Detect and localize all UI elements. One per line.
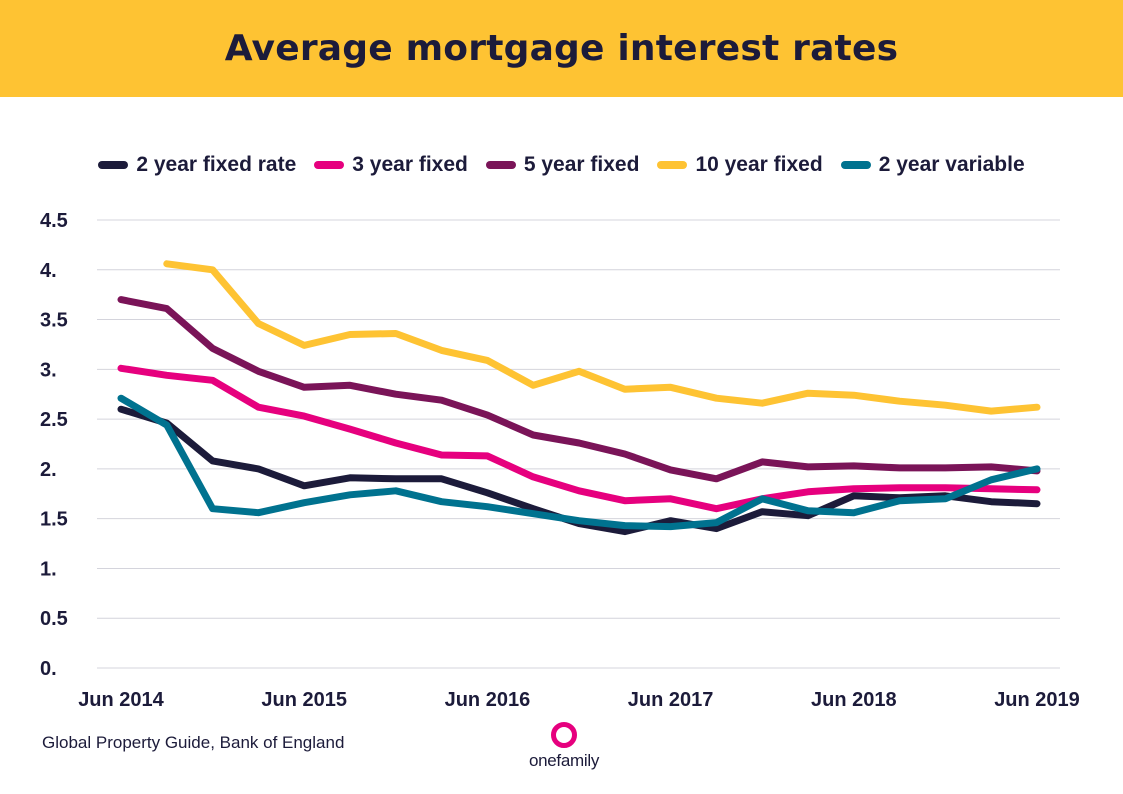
legend-label: 3 year fixed	[352, 153, 468, 176]
legend-item: 10 year fixed	[657, 153, 823, 177]
series-line	[117, 364, 1041, 513]
legend-label: 2 year variable	[878, 153, 1025, 176]
legend-swatch	[314, 161, 345, 169]
y-tick-label: 0.	[40, 658, 57, 680]
legend-swatch	[657, 161, 688, 169]
legend-item: 2 year fixed rate	[98, 153, 296, 177]
onefamily-logo: onefamily	[522, 720, 606, 776]
x-tick-label: Jun 2019	[994, 689, 1080, 711]
x-tick-label: Jun 2016	[445, 689, 531, 711]
y-tick-label: 4.	[40, 260, 57, 282]
y-tick-label: 3.5	[40, 310, 68, 332]
y-tick-label: 2.	[40, 459, 57, 481]
chart-title: Average mortgage interest rates	[224, 28, 899, 69]
y-tick-label: 2.5	[40, 409, 68, 431]
x-tick-label: Jun 2017	[628, 689, 714, 711]
line-chart: 0. 0.5 1. 1.5 2. 2.5 3. 3.5 4. 4.5 Jun 2014 Jun 201…	[40, 210, 1080, 711]
y-tick-label: 1.5	[40, 509, 68, 531]
x-tick-label: Jun 2018	[811, 689, 897, 711]
legend-swatch	[485, 161, 516, 169]
series-line	[117, 296, 1041, 483]
legend-item: 5 year fixed	[485, 153, 640, 177]
legend-label: 2 year fixed rate	[136, 153, 297, 176]
series-line	[163, 260, 1041, 415]
series-line	[117, 394, 1041, 531]
y-tick-label: 1.	[40, 558, 57, 580]
legend-label: 5 year fixed	[523, 153, 640, 176]
legend-label: 10 year fixed	[695, 153, 823, 176]
title-banner: Average mortgage interest rates	[0, 0, 1123, 97]
y-tick-label: 0.5	[40, 608, 68, 630]
y-tick-label: 4.5	[40, 210, 68, 232]
legend-swatch	[840, 161, 871, 169]
legend: 2 year fixed rate 3 year fixed 5 year fixe…	[0, 148, 1123, 182]
source-note: Global Property Guide, Bank of England	[42, 733, 345, 752]
x-tick-label: Jun 2014	[78, 689, 164, 711]
x-tick-label: Jun 2015	[261, 689, 347, 711]
logo-ring-icon	[551, 722, 577, 748]
y-tick-label: 3.	[40, 359, 57, 381]
logo-text: onefamily	[528, 751, 600, 770]
legend-swatch	[98, 161, 129, 169]
legend-item: 2 year variable	[840, 153, 1025, 177]
legend-item: 3 year fixed	[314, 153, 468, 177]
